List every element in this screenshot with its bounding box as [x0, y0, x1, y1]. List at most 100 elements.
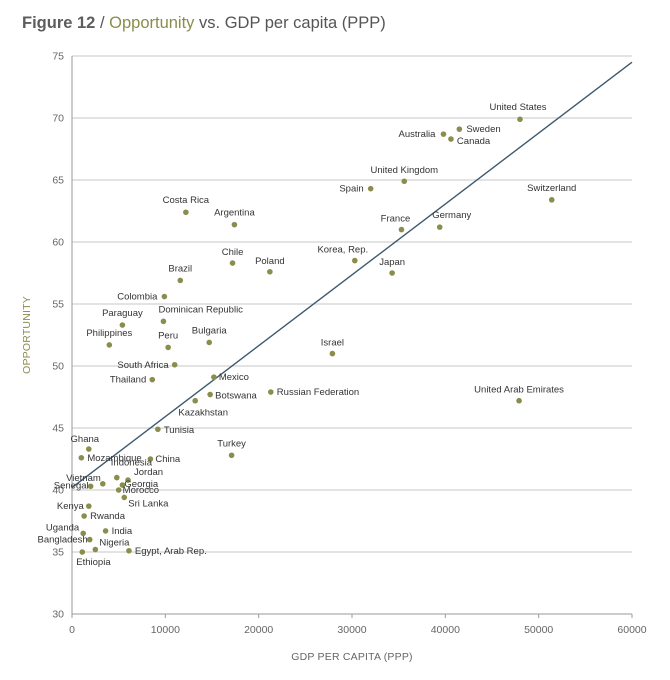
point-label: Thailand — [110, 375, 146, 386]
y-tick-label: 75 — [52, 51, 64, 63]
point-label: France — [381, 214, 411, 225]
point-label: Senegal — [54, 480, 89, 491]
point-label: Nigeria — [99, 538, 130, 549]
data-point — [206, 339, 212, 346]
data-point — [517, 116, 523, 123]
point-label: United Kingdom — [370, 165, 438, 176]
data-point — [119, 482, 126, 488]
x-tick-label: 50000 — [524, 624, 553, 636]
data-point — [165, 344, 171, 351]
title-rest: vs. GDP per capita (PPP) — [199, 14, 386, 32]
y-tick-label: 60 — [52, 237, 64, 249]
chart-title: Figure 12 / Opportunity vs. GDP per capi… — [22, 14, 386, 33]
point-label: Argentina — [214, 208, 255, 219]
point-label: United States — [489, 102, 546, 113]
point-label: India — [112, 526, 133, 537]
data-point — [106, 342, 113, 348]
point-label: Mexico — [219, 372, 249, 383]
data-point — [448, 136, 454, 142]
data-point — [177, 277, 184, 284]
data-point — [456, 126, 463, 132]
data-point — [114, 474, 120, 481]
data-point — [398, 226, 405, 233]
point-labels: United States Sweden Australia Canada United… — [38, 102, 577, 568]
data-point — [548, 197, 555, 203]
data-point — [436, 224, 443, 230]
data-point — [78, 454, 85, 461]
data-point — [121, 494, 128, 501]
data-point — [211, 374, 217, 380]
y-tick-label: 65 — [52, 175, 64, 187]
data-point — [207, 391, 213, 398]
x-tick-label: 10000 — [151, 624, 180, 636]
data-point — [228, 452, 235, 459]
y-tick-label: 70 — [52, 113, 64, 125]
data-point — [161, 293, 168, 300]
point-label: Philippines — [86, 328, 132, 339]
point-label: Uganda — [46, 522, 80, 533]
point-label: Rwanda — [90, 511, 126, 522]
point-label: China — [155, 454, 181, 465]
point-label: Poland — [255, 256, 285, 267]
point-label: Chile — [222, 247, 244, 258]
data-point — [115, 487, 122, 493]
data-point — [367, 185, 374, 192]
data-point — [401, 178, 408, 185]
data-point — [149, 376, 156, 383]
data-point — [119, 322, 126, 328]
data-point — [171, 361, 178, 368]
trendline-group — [71, 61, 633, 489]
point-label: Japan — [379, 257, 405, 268]
point-label: Canada — [457, 136, 491, 147]
data-point — [87, 483, 94, 490]
data-point — [389, 270, 395, 276]
data-point — [268, 389, 274, 395]
y-tick-label: 40 — [52, 485, 64, 497]
y-axis-label: OPPORTUNITY — [21, 296, 33, 374]
point-label: Russian Federation — [277, 387, 359, 398]
point-label: United Arab Emirates — [474, 385, 564, 396]
data-point — [126, 547, 132, 554]
point-label: Kenya — [57, 501, 85, 512]
point-label: Germany — [432, 210, 471, 221]
y-tick-label: 45 — [52, 423, 64, 435]
point-label: Botswana — [215, 391, 257, 402]
data-point — [102, 528, 109, 534]
y-tick-label: 55 — [52, 299, 64, 311]
x-tick-label: 40000 — [431, 624, 460, 636]
point-label: Brazil — [168, 263, 192, 274]
data-point — [79, 549, 86, 555]
data-point — [92, 546, 99, 553]
data-point — [100, 481, 106, 487]
point-label: Vietnam — [66, 473, 101, 484]
point-label: Spain — [339, 184, 363, 195]
data-point — [267, 268, 273, 275]
data-point — [155, 426, 161, 433]
data-point — [440, 131, 447, 137]
figure-number: Figure 12 — [22, 14, 96, 32]
point-label: Indonesia — [111, 458, 153, 469]
data-point — [86, 503, 92, 509]
point-label: Colombia — [117, 292, 158, 303]
title-separator: / — [99, 14, 105, 32]
point-label: Sweden — [466, 124, 500, 135]
point-label: Tunisia — [164, 425, 195, 436]
data-point — [80, 530, 86, 537]
trendline — [71, 61, 633, 489]
point-label: Jordan — [134, 467, 163, 478]
point-label: South Africa — [117, 360, 169, 371]
data-point — [86, 536, 93, 543]
data-point — [147, 456, 154, 462]
axes: 30 35 40 45 50 55 60 65 70 75 0 10000 20000 30000 4000… — [52, 51, 646, 637]
data-point — [160, 318, 167, 325]
point-label: Paraguay — [102, 308, 143, 319]
point-label: Bangladesh — [38, 535, 88, 546]
point-label: Turkey — [217, 438, 246, 449]
data-point — [231, 221, 238, 228]
point-label: Morocco — [123, 485, 159, 496]
data-points — [78, 116, 555, 555]
point-label: Mozambique — [87, 453, 141, 464]
x-tick-label: 20000 — [244, 624, 273, 636]
y-tick-label: 35 — [52, 547, 64, 559]
